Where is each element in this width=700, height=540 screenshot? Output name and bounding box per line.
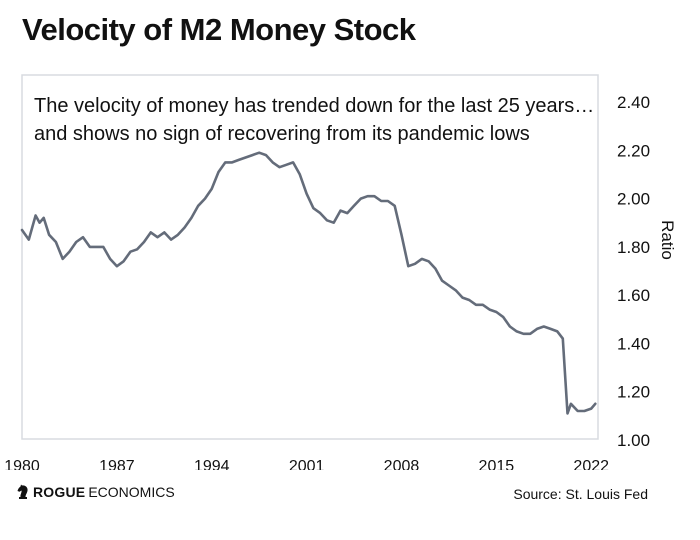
chart-subtitle: The velocity of money has trended down f… — [34, 92, 604, 148]
line-chart: 2.40 2.20 2.00 1.80 1.60 1.40 1.20 1.00 1980 198… — [4, 74, 677, 470]
brand-name-rest: ECONOMICS — [88, 484, 175, 500]
y-tick-label: 1.00 — [617, 431, 650, 450]
x-tick-label: 1980 — [4, 458, 40, 470]
subtitle-line-1: The velocity of money has trended down f… — [34, 95, 595, 117]
y-tick-label: 1.60 — [617, 286, 650, 305]
chart-title: Velocity of M2 Money Stock — [22, 12, 416, 47]
y-axis-label: Ratio — [658, 220, 677, 260]
brand-logo: ROGUE ECONOMICS — [16, 484, 175, 500]
x-tick-label: 2008 — [384, 458, 420, 470]
y-tick-label: 1.80 — [617, 238, 650, 257]
subtitle-line-2: and shows no sign of recovering from its… — [34, 123, 530, 145]
y-tick-label: 2.20 — [617, 141, 650, 160]
y-tick-label: 1.20 — [617, 383, 650, 402]
plot-frame — [21, 74, 599, 440]
brand-name-bold: ROGUE — [33, 484, 86, 500]
x-tick-label: 1994 — [194, 458, 230, 470]
x-tick-label: 2022 — [573, 458, 609, 470]
y-tick-label: 1.40 — [617, 334, 650, 353]
x-tick-label: 2015 — [479, 458, 515, 470]
y-tick-label: 2.40 — [617, 93, 650, 112]
y-tick-label: 2.00 — [617, 190, 650, 209]
series-line — [20, 151, 597, 415]
x-tick-label: 2001 — [289, 458, 325, 470]
x-tick-label: 1987 — [99, 458, 135, 470]
knight-icon — [17, 484, 28, 499]
source-note: Source: St. Louis Fed — [513, 486, 648, 502]
